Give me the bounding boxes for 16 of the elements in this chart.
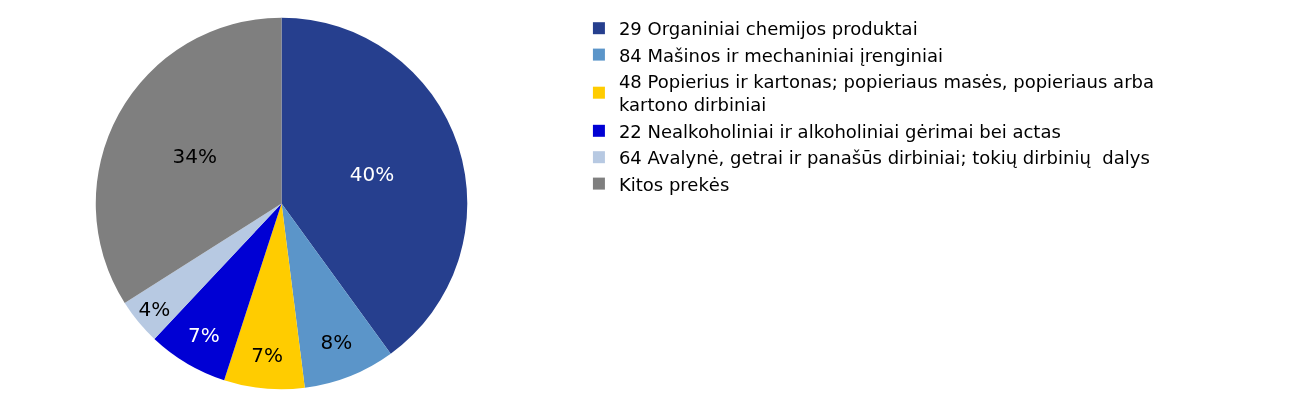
legend-label: 84 Mašinos ir mechaniniai įrenginiai [618,44,944,66]
data-label: 34% [172,143,217,168]
legend-label: 22 Nealkoholiniai ir alkoholiniai gėrimai bei actas [618,120,1061,142]
data-label: 4% [138,296,171,321]
pie-slice [281,203,391,388]
data-label: 7% [251,343,284,368]
data-label: 7% [188,322,220,347]
legend-label: 64 Avalynė, getrai ir panašūs dirbiniai; tokių dirbinių dalys [618,147,1150,169]
pie-slice [96,17,282,304]
pie-slice [281,17,467,354]
legend-label: Kitos prekės [618,173,730,195]
legend-label: 29 Organiniai chemijos produktai [618,18,918,40]
data-label: 40% [349,162,395,187]
legend-label: 48 Popierius ir kartonas; popieriaus masės, popieriaus arba kartono dirbiniai [618,71,1154,116]
data-label: 8% [320,329,353,354]
pie-slice [224,203,305,390]
